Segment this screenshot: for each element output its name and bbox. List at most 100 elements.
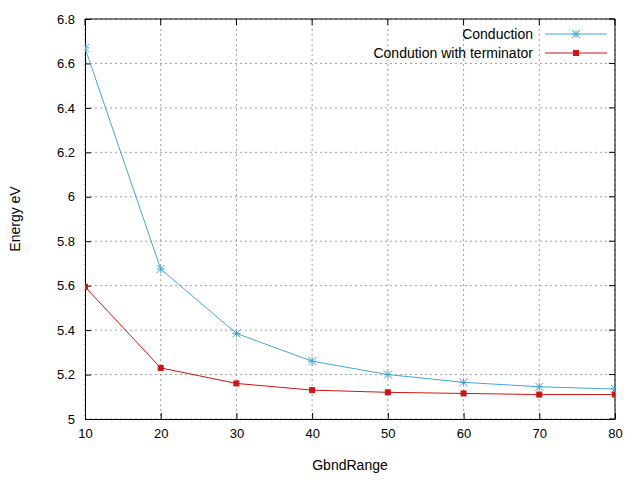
frame (615, 19, 616, 419)
marker-group (234, 381, 239, 386)
marker-group (537, 392, 542, 397)
marker (234, 381, 239, 386)
x-tick: 60 (457, 413, 471, 441)
grid-line-x (615, 19, 616, 419)
marker-group (385, 390, 390, 395)
x-tick-label: 40 (305, 426, 319, 441)
grid-line-y (85, 19, 615, 20)
marker-group (384, 371, 392, 379)
x-tick-mirror (236, 19, 237, 25)
x-axis-line (86, 419, 616, 420)
series-line (85, 287, 615, 395)
marker (460, 378, 468, 386)
x-tick-label: 20 (154, 426, 168, 441)
marker-group (460, 378, 468, 386)
y-tick-mark (85, 375, 91, 376)
y-tick: 5 (68, 412, 91, 427)
grid-line-x (236, 19, 237, 419)
legend-label: Conduction (462, 26, 533, 42)
x-tick: 70 (533, 413, 547, 441)
x-tick: 30 (230, 413, 244, 441)
x-tick-mirror (539, 19, 540, 25)
y-tick: 5.8 (57, 234, 91, 249)
marker-group (461, 391, 466, 396)
marker-group (85, 284, 88, 289)
x-tick-mirror (160, 19, 161, 25)
marker (535, 383, 543, 391)
y-tick: 5.4 (57, 323, 91, 338)
marker (537, 392, 542, 397)
y-tick-label: 6 (68, 189, 75, 204)
x-tick-mark (464, 413, 465, 419)
marker (85, 44, 89, 52)
y-tick-mirror (609, 196, 615, 197)
data-layer (85, 44, 615, 397)
y-tick-label: 5.4 (57, 323, 75, 338)
grid-line-y (85, 63, 615, 64)
x-tick-mirror (387, 19, 388, 25)
x-tick: 20 (154, 413, 168, 441)
x-tick-label: 30 (230, 426, 244, 441)
y-tick-mark (85, 108, 91, 109)
grid-line-x (463, 19, 464, 419)
marker (232, 329, 240, 337)
y-tick-mark (85, 330, 91, 331)
marker (384, 371, 392, 379)
marker (613, 392, 616, 397)
y-tick-label: 6.2 (57, 145, 75, 160)
x-tick-label: 80 (608, 426, 622, 441)
marker (157, 265, 165, 273)
y-tick-label: 6.6 (57, 56, 75, 71)
y-tick-mirror (609, 63, 615, 64)
grid-line-y (85, 196, 615, 197)
marker-group (85, 44, 89, 52)
legend-marker (574, 51, 579, 56)
y-tick-mark (85, 419, 91, 420)
x-tick-mirror (312, 19, 313, 25)
y-tick-label: 5.8 (57, 234, 75, 249)
x-tick: 50 (381, 413, 395, 441)
y-axis-title: Energy eV (7, 186, 23, 252)
grid-line-y (85, 152, 615, 153)
marker-group (535, 383, 543, 391)
marker-group (158, 365, 163, 370)
y-axis: 55.25.45.65.866.26.46.66.8 (57, 12, 91, 427)
grid-line-y (85, 374, 615, 375)
y-tick: 6 (68, 189, 91, 204)
legend: ConductionCondution with terminator (373, 26, 607, 61)
x-tick-label: 10 (78, 426, 92, 441)
x-tick-mark (161, 413, 162, 419)
y-tick-mark (85, 197, 91, 198)
marker-group (613, 392, 616, 397)
grid-line-x (160, 19, 161, 419)
grid-line-x (85, 19, 86, 419)
x-tick-label: 70 (533, 426, 547, 441)
y-tick-mark (85, 241, 91, 242)
marker (308, 357, 316, 365)
y-tick-label: 5.6 (57, 278, 75, 293)
marker (385, 390, 390, 395)
y-tick-mirror (609, 152, 615, 153)
y-tick-mirror (609, 285, 615, 286)
x-tick-label: 60 (457, 426, 471, 441)
marker (85, 284, 88, 289)
legend-marker-group (572, 30, 580, 38)
chart: 102030405060708055.25.45.65.866.26.46.66… (0, 0, 640, 480)
y-tick: 6.4 (57, 101, 91, 116)
grid-line-y (85, 107, 615, 108)
legend-marker-group (574, 51, 579, 56)
marker-group (157, 265, 165, 273)
y-tick: 6.2 (57, 145, 91, 160)
y-axis-line (85, 20, 86, 420)
x-tick-mirror (85, 19, 86, 25)
y-tick-mirror (609, 330, 615, 331)
x-tick-mark (312, 413, 313, 419)
y-tick: 5.6 (57, 278, 91, 293)
y-tick-mirror (609, 374, 615, 375)
marker-group (310, 388, 315, 393)
y-tick-mirror (609, 19, 615, 20)
grid-line-y (85, 241, 615, 242)
y-tick-label: 5 (68, 412, 75, 427)
marker (158, 365, 163, 370)
grid-line-y (85, 330, 615, 331)
